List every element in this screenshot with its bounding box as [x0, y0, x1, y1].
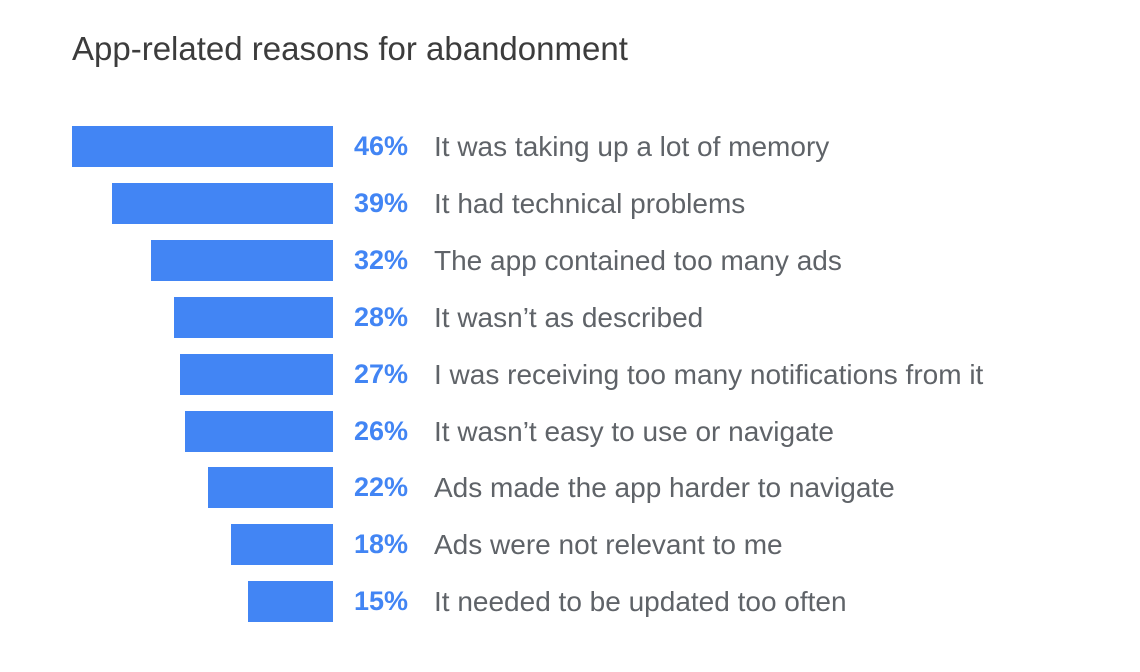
bar-row: 18% Ads were not relevant to me [0, 524, 1140, 566]
bar [208, 467, 333, 509]
category-label: Ads made the app harder to navigate [434, 472, 895, 504]
bar-row: 15% It needed to be updated too often [0, 581, 1140, 623]
bar-row: 32% The app contained too many ads [0, 239, 1140, 281]
category-label: Ads were not relevant to me [434, 529, 783, 561]
value-label: 32% [354, 244, 409, 275]
bar [72, 126, 333, 167]
bar [111, 182, 333, 224]
bar [230, 524, 333, 566]
value-label: 18% [354, 529, 409, 560]
category-label: It had technical problems [434, 187, 746, 219]
value-label: 39% [354, 187, 409, 218]
bar [247, 581, 333, 623]
value-label: 28% [354, 301, 409, 332]
value-label: 26% [354, 415, 409, 446]
bar-row: 28% It wasn’t as described [0, 296, 1140, 338]
bar-row: 27% I was receiving too many notification… [0, 353, 1140, 395]
bar [151, 239, 333, 281]
bar-row: 26% It wasn’t easy to use or navigate [0, 410, 1140, 452]
bar-row: 22% Ads made the app harder to navigate [0, 467, 1140, 509]
chart-title: App-related reasons for abandonment [72, 30, 628, 67]
category-label: The app contained too many ads [434, 244, 842, 276]
bar-row: 39% It had technical problems [0, 182, 1140, 224]
bar [179, 353, 333, 395]
bar [185, 410, 333, 452]
bar [174, 296, 333, 338]
value-label: 15% [354, 586, 409, 617]
category-label: It wasn’t easy to use or navigate [434, 415, 834, 447]
bar-row: 46% It was taking up a lot of memory [0, 126, 1140, 167]
category-label: It wasn’t as described [434, 301, 704, 333]
value-label: 46% [354, 131, 409, 161]
category-label: It was taking up a lot of memory [434, 131, 830, 162]
category-label: It needed to be updated too often [434, 586, 847, 618]
category-label: I was receiving too many notifications f… [434, 358, 984, 390]
value-label: 22% [354, 472, 409, 503]
value-label: 27% [354, 358, 409, 389]
